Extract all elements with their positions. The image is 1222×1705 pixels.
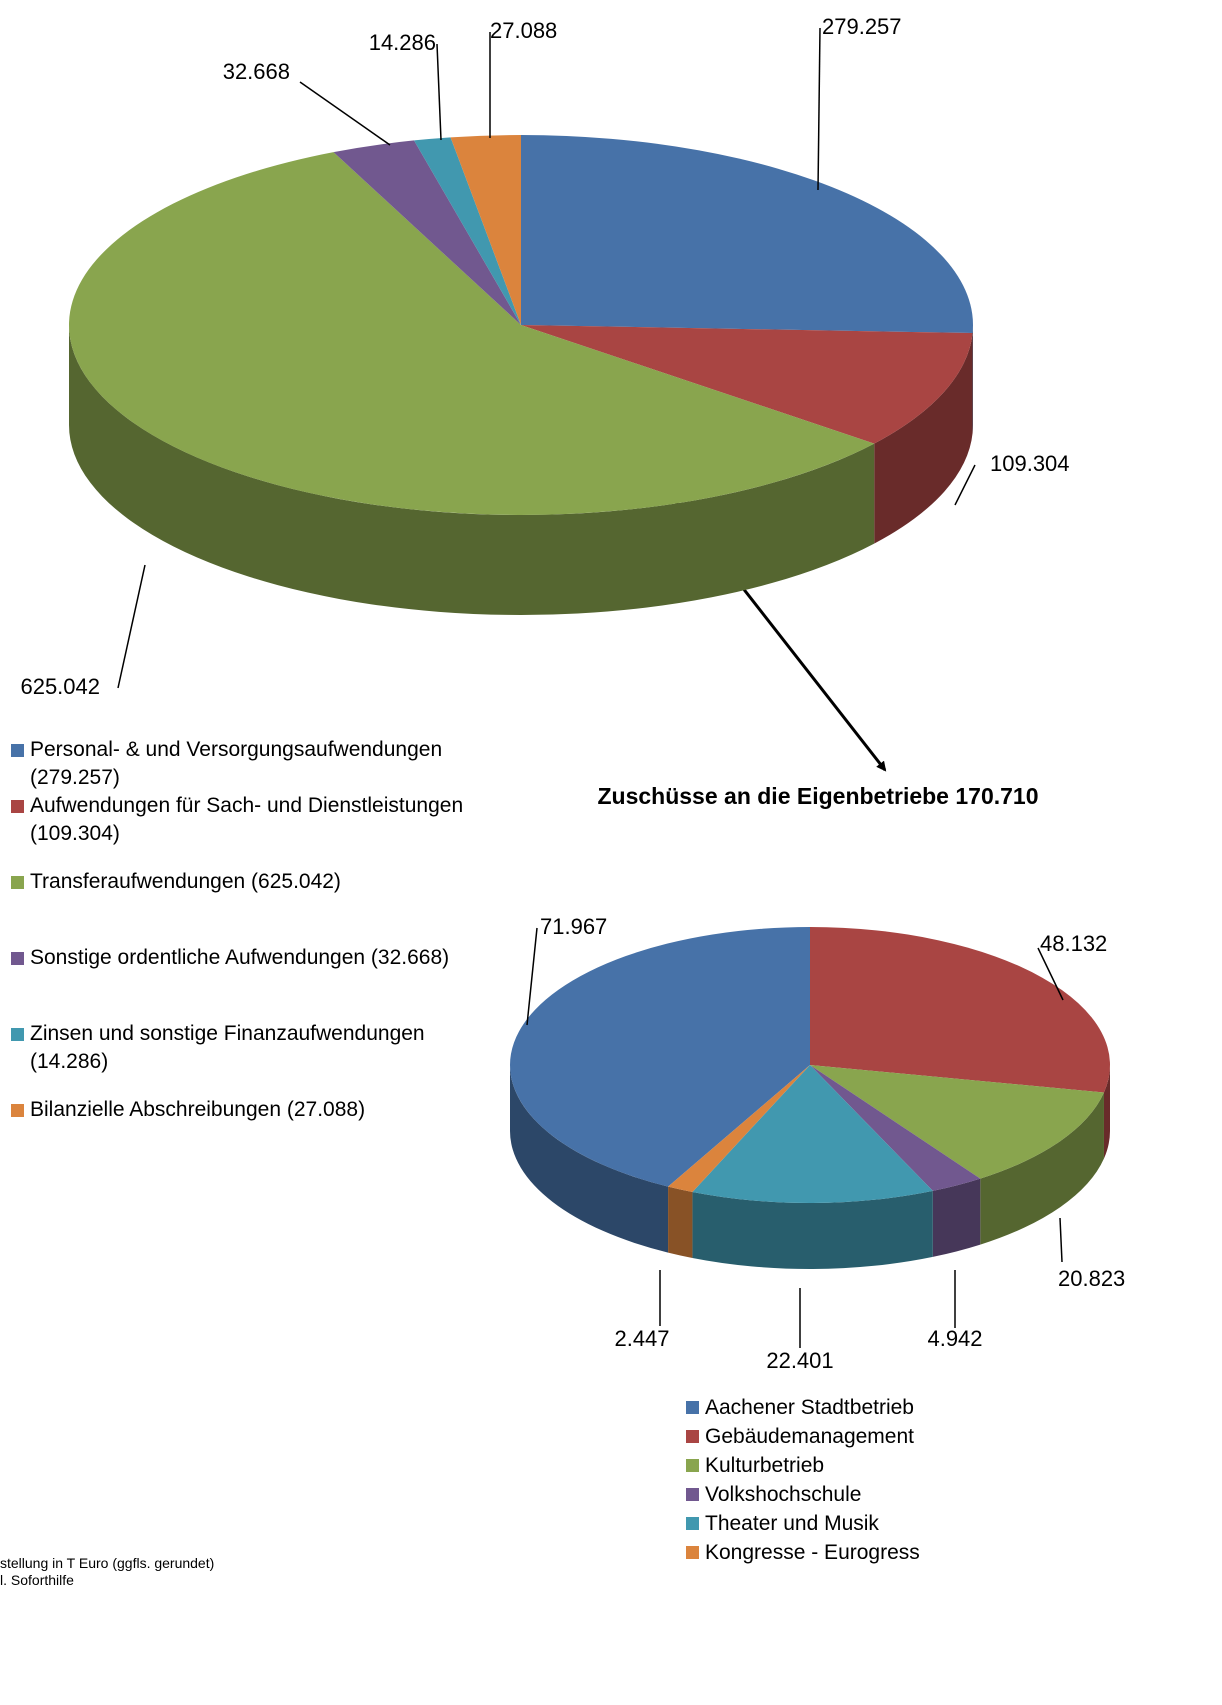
leader-line bbox=[526, 927, 538, 1026]
data-label: 14.286 bbox=[369, 30, 436, 55]
legend-item: Transferaufwendungen (625.042) bbox=[11, 868, 471, 896]
leader-line bbox=[817, 27, 821, 191]
legend-item: Aufwendungen für Sach- und Dienstleistun… bbox=[11, 792, 471, 848]
leader-line bbox=[117, 564, 146, 689]
slice-side bbox=[874, 333, 973, 544]
legend-item: Theater und Musik bbox=[686, 1509, 1086, 1538]
leader-line bbox=[436, 43, 442, 141]
legend-swatch bbox=[11, 744, 24, 757]
slice bbox=[413, 137, 521, 325]
slice-side bbox=[69, 325, 875, 615]
data-label: 20.823 bbox=[1058, 1266, 1125, 1291]
legend-label: Kongresse - Eurogress bbox=[705, 1541, 920, 1564]
annotation-title: Zuschüsse an die Eigenbetriebe 170.710 bbox=[597, 783, 1038, 809]
legend-item: Sonstige ordentliche Aufwendungen (32.66… bbox=[11, 944, 471, 972]
slice bbox=[668, 1065, 810, 1192]
data-label: 4.942 bbox=[927, 1326, 982, 1351]
legend-label: Sonstige ordentliche Aufwendungen (32.66… bbox=[30, 946, 450, 969]
legend-item: Personal- & und Versorgungsaufwendungen … bbox=[11, 736, 471, 792]
legend-swatch bbox=[11, 1028, 24, 1041]
legend-swatch bbox=[686, 1430, 699, 1443]
slice bbox=[333, 140, 521, 325]
data-label: 625.042 bbox=[20, 674, 100, 699]
legend-swatch bbox=[686, 1401, 699, 1414]
leader-line bbox=[954, 464, 976, 506]
slice bbox=[810, 1065, 1104, 1179]
legend-swatch bbox=[686, 1517, 699, 1530]
legend-item: Volkshochschule bbox=[686, 1480, 1086, 1509]
slice bbox=[509, 927, 810, 1187]
slice bbox=[810, 927, 1110, 1093]
legend-swatch bbox=[686, 1459, 699, 1472]
legend-swatch bbox=[686, 1488, 699, 1501]
slice-side bbox=[692, 1190, 933, 1270]
leader-line bbox=[299, 81, 391, 146]
legend-label: Volkshochschule bbox=[705, 1483, 862, 1506]
slice-side bbox=[668, 1186, 693, 1258]
legend-swatch bbox=[11, 876, 24, 889]
slice bbox=[521, 135, 973, 334]
legend: Personal- & und Versorgungsaufwendungen … bbox=[11, 736, 471, 1124]
legend-label: Theater und Musik bbox=[705, 1512, 879, 1535]
data-label: 22.401 bbox=[766, 1348, 833, 1373]
legend-swatch bbox=[686, 1546, 699, 1559]
legend-label: Gebäudemanagement bbox=[705, 1425, 914, 1448]
legend-item: Kulturbetrieb bbox=[686, 1451, 1086, 1480]
slice bbox=[521, 325, 973, 444]
leader-line bbox=[1059, 1217, 1063, 1263]
data-label: 27.088 bbox=[490, 18, 557, 43]
legend-label: Aachener Stadtbetrieb bbox=[705, 1396, 914, 1419]
note: stellung in T Euro (ggfls. gerundet) bbox=[0, 1555, 215, 1571]
legend-item: Aachener Stadtbetrieb bbox=[686, 1393, 1086, 1422]
legend-item: Bilanzielle Abschreibungen (27.088) bbox=[11, 1096, 471, 1124]
data-label: 71.967 bbox=[540, 914, 607, 939]
legend-label: Transferaufwendungen (625.042) bbox=[30, 870, 341, 893]
legend-swatch bbox=[11, 952, 24, 965]
legend-item: Zinsen und sonstige Finanzaufwendungen (… bbox=[11, 1020, 471, 1076]
leader-line bbox=[1037, 947, 1064, 1001]
data-label: 48.132 bbox=[1040, 931, 1107, 956]
data-label: 2.447 bbox=[614, 1326, 669, 1351]
legend-label: Bilanzielle Abschreibungen (27.088) bbox=[30, 1098, 366, 1121]
slice-side bbox=[980, 1092, 1104, 1245]
legend-label: Aufwendungen für Sach- und Dienstleistun… bbox=[30, 794, 464, 845]
slice bbox=[810, 1065, 981, 1191]
slice bbox=[450, 135, 521, 325]
data-label: 32.668 bbox=[223, 59, 290, 84]
legend-item: Gebäudemanagement bbox=[686, 1422, 1086, 1451]
data-label: 109.304 bbox=[990, 451, 1070, 476]
slice-side bbox=[1103, 1065, 1110, 1159]
slice bbox=[68, 152, 875, 516]
legend-label: Kulturbetrieb bbox=[705, 1454, 825, 1477]
legend-item: Kongresse - Eurogress bbox=[686, 1538, 1086, 1567]
slice bbox=[692, 1065, 933, 1203]
legend: Aachener Stadtbetrieb Gebäudemanagement Ku… bbox=[686, 1393, 1086, 1567]
legend-swatch bbox=[11, 1104, 24, 1117]
legend-label: Zinsen und sonstige Finanzaufwendungen (… bbox=[30, 1022, 425, 1073]
slice-side bbox=[510, 1065, 669, 1253]
note: l. Soforthilfe bbox=[0, 1572, 74, 1588]
slice-side bbox=[932, 1178, 981, 1257]
data-label: 279.257 bbox=[822, 14, 902, 39]
legend-label: Personal- & und Versorgungsaufwendungen … bbox=[30, 738, 443, 789]
legend-swatch bbox=[11, 800, 24, 813]
